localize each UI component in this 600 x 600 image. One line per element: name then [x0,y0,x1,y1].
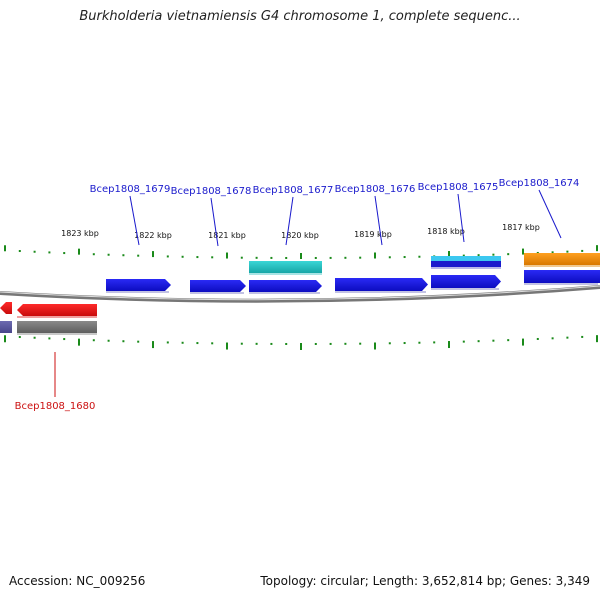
feature-bar-orange [524,253,600,265]
gene-shadow [335,291,426,293]
label-leader-line [210,197,219,247]
rna-feature-bar [249,261,322,273]
gene-bcep1808-1680-arrow [17,304,97,316]
gene-reverse-left-edge-arrow [0,302,12,314]
gene-label[interactable]: Bcep1808_1677 [253,185,334,196]
gene-label-group: Bcep1808_1679 Bcep1808_1678 Bcep1808_1677 B… [15,178,580,412]
topology-summary-text: Topology: circular; Length: 3,652,814 bp… [260,574,590,588]
gene-bcep1808-1679-arrow [106,279,171,291]
feature-bar-purple [0,321,12,333]
gene-shadow [106,291,169,293]
gene-bcep1808-1675-arrow [431,275,501,288]
scale-label-group: 1823 kbp 1822 kbp 1821 kbp 1820 kbp 1819 kbp… [61,223,540,240]
feature-bar-light-blue [431,256,501,261]
genome-backbone-highlight [0,285,600,301]
gene-bcep1808-1676-arrow [335,278,428,291]
label-leader-line [374,195,383,246]
gene-bcep1808-1677-arrow [249,280,322,292]
gene-shadow [524,283,598,285]
feature-bar-blue [431,261,501,267]
scale-label: 1819 kbp [354,230,392,239]
gene-bcep1808-1678-arrow [190,280,246,292]
genome-backbone [0,285,600,303]
map-title: Burkholderia vietnamiensis G4 chromosome… [79,9,521,24]
scale-label: 1822 kbp [134,231,172,240]
gene-shadow [431,288,499,290]
label-leader-line [285,196,294,246]
scale-label: 1823 kbp [61,229,99,238]
label-leader-group [54,189,562,397]
gene-label[interactable]: Bcep1808_1678 [171,186,252,197]
tick-track-top [4,245,598,259]
accession-text: Accession: NC_009256 [9,574,146,588]
gene-label[interactable]: Bcep1808_1676 [335,184,416,195]
gene-label[interactable]: Bcep1808_1679 [90,184,171,195]
gene-label[interactable]: Bcep1808_1675 [418,182,499,193]
feature-track [0,253,600,335]
rna-feature-shadow [249,273,322,275]
feature-shadow [524,265,600,267]
scale-label: 1821 kbp [208,231,246,240]
scale-label: 1818 kbp [427,227,465,236]
gene-label[interactable]: Bcep1808_1680 [15,401,96,412]
feature-shadow [17,333,97,335]
feature-bar-grey [17,321,97,333]
gene-shadow [249,292,320,294]
scale-label: 1820 kbp [281,231,319,240]
gene-bcep1808-1674-arrow [524,270,600,283]
feature-shadow [431,267,501,269]
gene-label[interactable]: Bcep1808_1674 [499,178,580,189]
label-leader-line [457,193,465,243]
tick-track-bottom [4,335,598,350]
gene-shadow [17,316,97,318]
scale-label: 1817 kbp [502,223,540,232]
label-leader-line [538,189,562,239]
label-leader-line [129,195,140,246]
gene-shadow [190,292,244,294]
